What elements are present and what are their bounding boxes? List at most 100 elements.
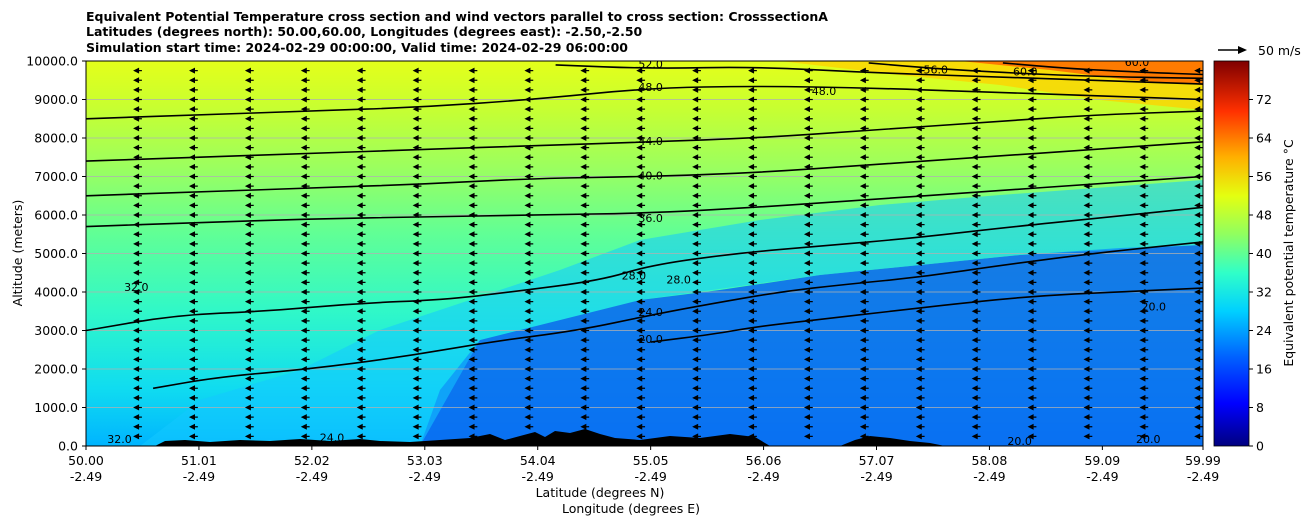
wind-arrow-head — [524, 279, 531, 286]
wind-arrow-head — [468, 192, 475, 199]
wind-arrow-head — [356, 163, 363, 170]
wind-arrow-head — [356, 77, 363, 84]
wind-arrow-head — [915, 317, 922, 324]
wind-arrow-head — [300, 221, 307, 228]
wind-arrow-head — [859, 385, 866, 392]
wind-arrow-head — [356, 433, 363, 440]
x-tick-label-lon: -2.49 — [409, 469, 441, 484]
wind-arrow-head — [803, 212, 810, 218]
wind-arrow-head — [692, 212, 699, 218]
wind-arrow-head — [1027, 327, 1034, 334]
wind-arrow-head — [915, 346, 922, 353]
wind-arrow-head — [1083, 212, 1090, 218]
wind-arrow-head — [1194, 250, 1201, 257]
wind-arrow-head — [636, 202, 643, 209]
wind-arrow-head — [692, 317, 699, 324]
wind-arrow-head — [636, 163, 643, 170]
wind-arrow-head — [412, 173, 419, 180]
wind-arrow-head — [412, 375, 419, 382]
wind-arrow-head — [803, 289, 810, 295]
wind-arrow-head — [189, 221, 196, 228]
y-tick-label: 0.0 — [58, 439, 78, 454]
wind-arrow-head — [915, 77, 922, 84]
wind-arrow-head — [412, 77, 419, 84]
y-tick-label: 9000.0 — [34, 92, 78, 107]
wind-arrow-head — [971, 77, 978, 84]
wind-arrow-head — [412, 125, 419, 132]
wind-arrow-head — [915, 125, 922, 132]
wind-arrow-head — [524, 317, 531, 324]
wind-arrow-head — [133, 154, 140, 161]
wind-arrow-head — [971, 67, 978, 74]
wind-arrow-head — [971, 308, 978, 315]
wind-arrow-head — [524, 404, 531, 411]
wind-arrow-head — [915, 433, 922, 440]
wind-arrow-head — [580, 308, 587, 315]
wind-arrow-head — [692, 202, 699, 209]
wind-arrow-head — [636, 106, 643, 113]
wind-arrow-head — [356, 202, 363, 209]
wind-arrow-head — [356, 106, 363, 113]
wind-arrow-head — [803, 183, 810, 190]
wind-arrow-head — [1027, 202, 1034, 209]
wind-arrow-head — [356, 231, 363, 238]
wind-arrow-head — [244, 125, 251, 132]
wind-arrow-head — [133, 106, 140, 113]
wind-arrow-head — [412, 414, 419, 421]
wind-arrow-head — [356, 317, 363, 324]
wind-arrow-head — [189, 67, 196, 74]
wind-arrow-head — [244, 356, 251, 363]
wind-arrow-head — [77, 347, 83, 353]
colorbar-tick-label: 56 — [1256, 169, 1272, 184]
wind-arrow-head — [244, 154, 251, 161]
wind-arrow-head — [915, 96, 922, 103]
wind-arrow-head — [1194, 375, 1201, 382]
wind-arrow-head — [915, 240, 922, 247]
wind-arrow-head — [1027, 308, 1034, 315]
wind-arrow-head — [468, 96, 475, 103]
wind-arrow-head — [468, 115, 475, 122]
wind-arrow-head — [300, 115, 307, 122]
wind-arrow-head — [133, 192, 140, 199]
wind-arrow-head — [468, 394, 475, 401]
wind-arrow-head — [524, 298, 531, 305]
wind-arrow-head — [580, 125, 587, 132]
wind-arrow-head — [77, 376, 83, 382]
wind-arrow-head — [859, 212, 866, 218]
wind-arrow-head — [803, 202, 810, 209]
wind-arrow-head — [189, 135, 196, 141]
colorbar-tick-label: 40 — [1256, 246, 1272, 261]
wind-arrow-head — [133, 96, 140, 103]
wind-arrow-head — [1027, 115, 1034, 122]
wind-arrow-head — [1083, 183, 1090, 190]
wind-arrow-head — [1083, 77, 1090, 84]
wind-arrow-head — [524, 337, 531, 344]
wind-arrow-head — [77, 241, 83, 247]
wind-arrow-head — [580, 356, 587, 363]
wind-arrow-head — [412, 269, 419, 276]
wind-arrow-head — [189, 394, 196, 401]
wind-arrow-head — [636, 433, 643, 440]
wind-arrow-head — [915, 221, 922, 228]
wind-arrow-head — [859, 192, 866, 199]
colorbar-tick-label: 16 — [1256, 362, 1272, 377]
wind-arrow-head — [524, 240, 531, 247]
wind-arrow-head — [748, 240, 755, 247]
wind-arrow-head — [412, 86, 419, 93]
wind-arrow-head — [1027, 106, 1034, 113]
wind-arrow-head — [1194, 394, 1201, 401]
wind-arrow-head — [748, 337, 755, 344]
wind-arrow-head — [524, 67, 531, 74]
contour-label: 32.0 — [124, 281, 149, 294]
wind-arrow-head — [412, 423, 419, 430]
wind-arrow-head — [244, 298, 251, 305]
contour-label: 40.0 — [638, 170, 663, 183]
wind-arrow-head — [580, 154, 587, 161]
wind-arrow-head — [971, 356, 978, 363]
wind-arrow-head — [971, 221, 978, 228]
wind-arrow-head — [636, 269, 643, 276]
wind-arrow-head — [803, 337, 810, 344]
wind-arrow-head — [636, 317, 643, 324]
wind-arrow-head — [636, 404, 643, 411]
wind-arrow-head — [1194, 125, 1201, 132]
